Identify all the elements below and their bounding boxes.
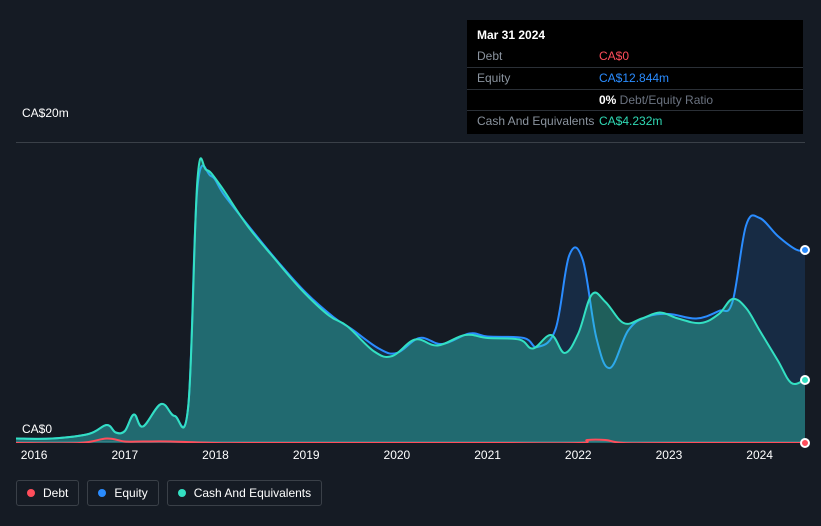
legend-label: Cash And Equivalents — [194, 486, 311, 500]
series-end-marker — [800, 245, 810, 255]
tooltip-rows: DebtCA$0EquityCA$12.844m0% Debt/Equity R… — [467, 46, 803, 132]
tooltip-row: 0% Debt/Equity Ratio — [467, 90, 803, 112]
tooltip-row-value: CA$12.844m — [599, 70, 793, 87]
x-tick: 2018 — [202, 448, 229, 462]
tooltip-row: DebtCA$0 — [467, 46, 803, 68]
tooltip-row-value: CA$0 — [599, 48, 793, 65]
legend-item[interactable]: Cash And Equivalents — [167, 480, 322, 506]
chart-plot-area[interactable] — [16, 142, 805, 442]
series-end-marker — [800, 375, 810, 385]
tooltip-row-value: 0% Debt/Equity Ratio — [599, 92, 793, 109]
tooltip-row-label: Debt — [477, 48, 599, 65]
tooltip-row: Cash And EquivalentsCA$4.232m — [467, 111, 803, 132]
series-end-marker — [800, 438, 810, 448]
x-tick: 2021 — [474, 448, 501, 462]
legend-dot-icon — [98, 489, 106, 497]
x-tick: 2024 — [746, 448, 773, 462]
chart-legend: Debt Equity Cash And Equivalents — [16, 480, 322, 506]
yaxis-max-label: CA$20m — [22, 106, 69, 120]
tooltip-row: EquityCA$12.844m — [467, 68, 803, 90]
x-tick: 2022 — [565, 448, 592, 462]
chart-svg — [16, 143, 805, 443]
legend-label: Debt — [43, 486, 68, 500]
x-tick: 2023 — [656, 448, 683, 462]
legend-item[interactable]: Debt — [16, 480, 79, 506]
x-tick: 2020 — [384, 448, 411, 462]
x-tick: 2019 — [293, 448, 320, 462]
legend-dot-icon — [178, 489, 186, 497]
x-tick: 2017 — [111, 448, 138, 462]
legend-item[interactable]: Equity — [87, 480, 158, 506]
x-tick: 2016 — [21, 448, 48, 462]
tooltip-row-value: CA$4.232m — [599, 113, 793, 130]
tooltip-row-label: Equity — [477, 70, 599, 87]
legend-label: Equity — [114, 486, 147, 500]
tooltip-date: Mar 31 2024 — [467, 26, 803, 46]
tooltip-row-label — [477, 92, 599, 109]
legend-dot-icon — [27, 489, 35, 497]
chart-container: CA$20m CA$0 2016201720182019202020212022… — [16, 120, 805, 510]
chart-tooltip: Mar 31 2024 DebtCA$0EquityCA$12.844m0% D… — [467, 20, 803, 134]
tooltip-row-label: Cash And Equivalents — [477, 113, 599, 130]
